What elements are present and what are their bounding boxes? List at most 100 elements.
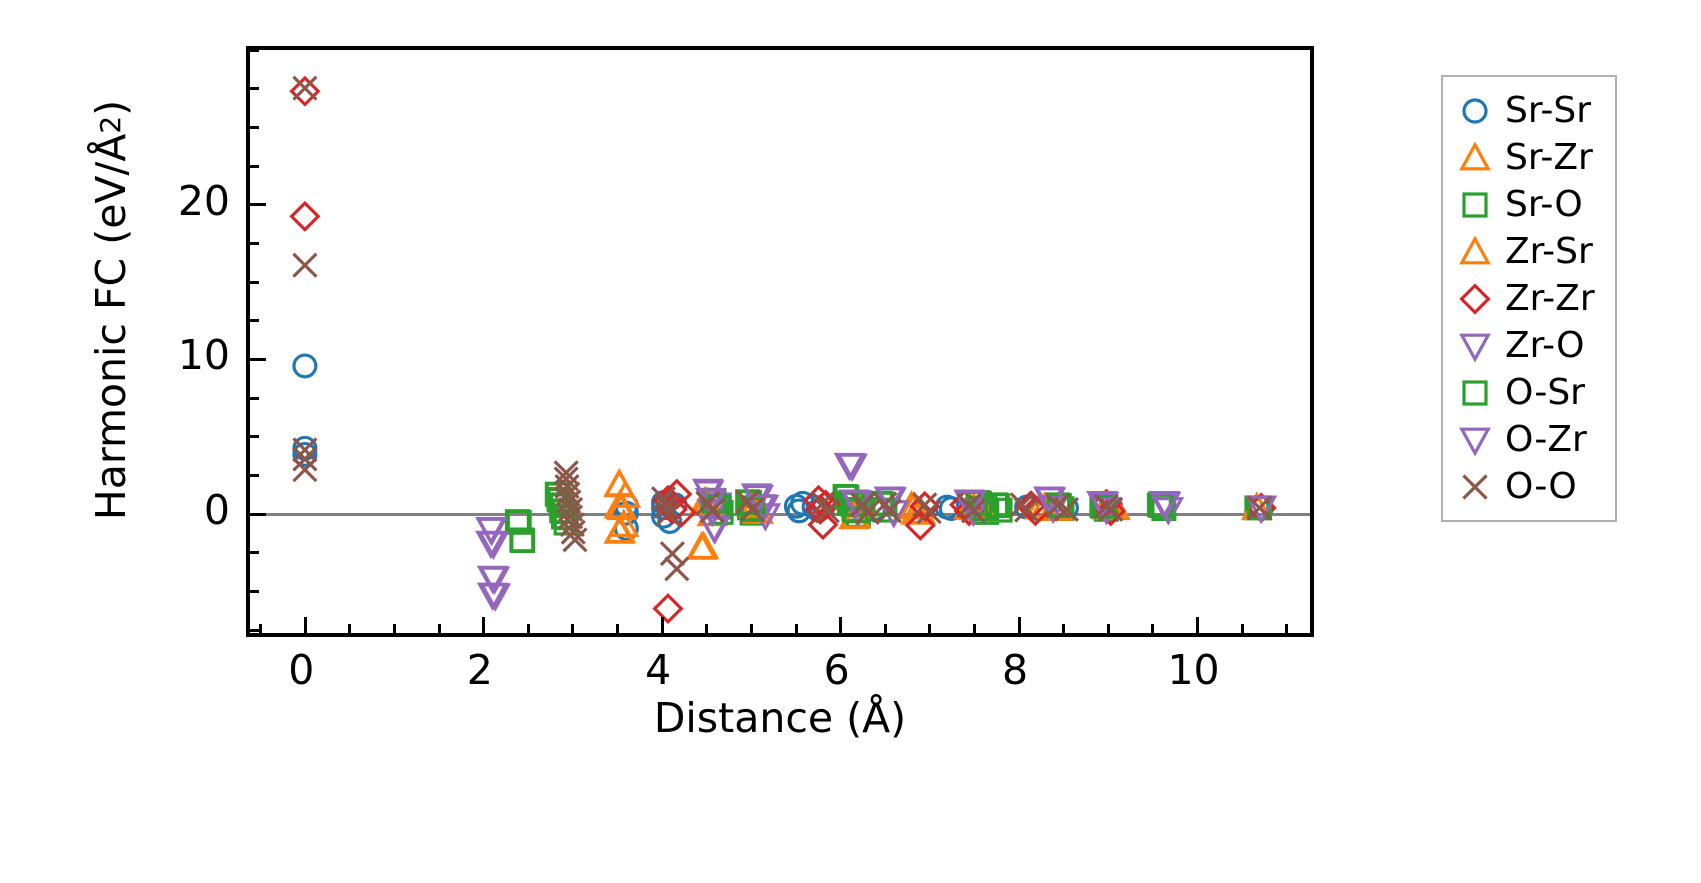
data-point — [650, 486, 677, 512]
data-point — [1098, 496, 1124, 522]
data-point — [695, 490, 721, 516]
square-icon — [1455, 185, 1495, 225]
x-tick-label: 8 — [1002, 646, 1029, 694]
x-tick-label: 2 — [466, 646, 493, 694]
legend-item-zr-sr[interactable]: Zr-Sr — [1443, 228, 1615, 275]
data-point — [836, 453, 868, 483]
data-point — [604, 514, 636, 544]
x-tick-minor — [928, 624, 932, 633]
y-tick-major — [250, 512, 266, 516]
legend-item-label: Zr-Sr — [1505, 230, 1593, 272]
y-tick-minor — [250, 319, 259, 323]
legend-item-o-o[interactable]: O-O — [1443, 463, 1615, 510]
square-icon — [1455, 373, 1495, 413]
y-tick-minor — [250, 589, 259, 593]
zero-reference-line — [250, 512, 1310, 516]
y-tick-minor — [250, 396, 259, 400]
data-point — [475, 517, 508, 547]
data-point — [659, 541, 685, 567]
x-tick-minor — [437, 624, 441, 633]
data-point — [292, 353, 318, 379]
data-point — [735, 489, 761, 515]
data-markers-layer — [289, 75, 1278, 625]
x-tick-minor — [348, 624, 352, 633]
data-point — [292, 442, 318, 467]
data-point — [292, 75, 318, 101]
data-point — [1087, 491, 1120, 521]
legend-item-zr-o[interactable]: Zr-O — [1443, 322, 1615, 369]
y-tick-minor — [250, 435, 259, 439]
y-tick-minor — [250, 628, 259, 632]
x-tick-minor — [1106, 624, 1110, 633]
data-point — [559, 512, 585, 538]
series-o-o — [292, 75, 1273, 582]
data-point — [1246, 495, 1273, 521]
x-tick-major — [482, 617, 486, 633]
data-point — [876, 498, 902, 524]
x-tick-minor — [393, 624, 397, 633]
legend-item-label: Sr-O — [1505, 183, 1583, 225]
legend-item-o-sr[interactable]: O-Sr — [1443, 369, 1615, 416]
y-tick-minor — [250, 241, 259, 245]
data-point — [510, 528, 536, 554]
data-point — [1053, 496, 1080, 522]
data-point — [802, 484, 835, 516]
data-point — [699, 516, 731, 545]
x-tick-minor — [571, 624, 575, 633]
legend-item-sr-o[interactable]: Sr-O — [1443, 181, 1615, 228]
data-point — [814, 498, 840, 524]
legend-item-label: Zr-O — [1505, 324, 1585, 366]
legend-item-sr-zr[interactable]: Sr-Zr — [1443, 134, 1615, 181]
triangle-down-icon — [1455, 420, 1495, 460]
triangle-up-icon — [1455, 232, 1495, 272]
data-point — [1149, 491, 1182, 521]
data-point — [603, 468, 636, 498]
y-tick-minor — [250, 280, 259, 284]
data-point — [560, 519, 586, 545]
x-tick-minor — [1151, 624, 1155, 633]
data-point — [904, 509, 936, 541]
y-tick-label: 20 — [177, 176, 230, 225]
x-tick-minor — [1062, 624, 1066, 633]
x-axis-title: Distance (Å) — [653, 694, 907, 742]
y-tick-minor — [250, 473, 259, 477]
data-point — [916, 499, 942, 525]
y-tick-minor — [250, 48, 259, 52]
legend-item-sr-sr[interactable]: Sr-Sr — [1443, 87, 1615, 134]
x-tick-major — [839, 617, 843, 633]
data-point — [909, 490, 941, 522]
x-tick-minor — [972, 624, 976, 633]
legend-item-label: Sr-Zr — [1505, 136, 1593, 178]
data-point — [807, 509, 839, 541]
series-zr-zr — [289, 75, 1277, 625]
data-point — [652, 593, 684, 625]
data-point — [1014, 497, 1040, 523]
triangle-down-icon — [1455, 326, 1495, 366]
y-axis-title: Harmonic FC (eV/Å 2) — [87, 99, 135, 521]
data-point — [872, 491, 898, 517]
x-tick-label: 6 — [823, 646, 850, 694]
data-point — [506, 509, 532, 535]
data-point — [653, 493, 679, 519]
y-tick-label: 0 — [203, 486, 230, 535]
data-point — [1095, 495, 1127, 527]
data-point — [292, 457, 318, 483]
legend-item-zr-zr[interactable]: Zr-Zr — [1443, 275, 1615, 322]
x-tick-minor — [705, 624, 709, 633]
data-point — [655, 501, 681, 527]
x-icon — [1455, 467, 1495, 507]
plot-frame — [246, 46, 1314, 637]
y-tick-minor — [250, 164, 259, 168]
legend-item-label: O-Sr — [1505, 371, 1585, 413]
diamond-icon — [1455, 279, 1495, 319]
data-point — [479, 583, 512, 612]
x-tick-minor — [749, 624, 753, 633]
data-point — [850, 492, 876, 518]
y-tick-major — [250, 203, 266, 207]
data-point — [292, 252, 318, 278]
legend-item-o-zr[interactable]: O-Zr — [1443, 416, 1615, 463]
data-point — [747, 494, 780, 524]
y-tick-label: 10 — [177, 331, 230, 380]
circle-icon — [1455, 91, 1495, 131]
